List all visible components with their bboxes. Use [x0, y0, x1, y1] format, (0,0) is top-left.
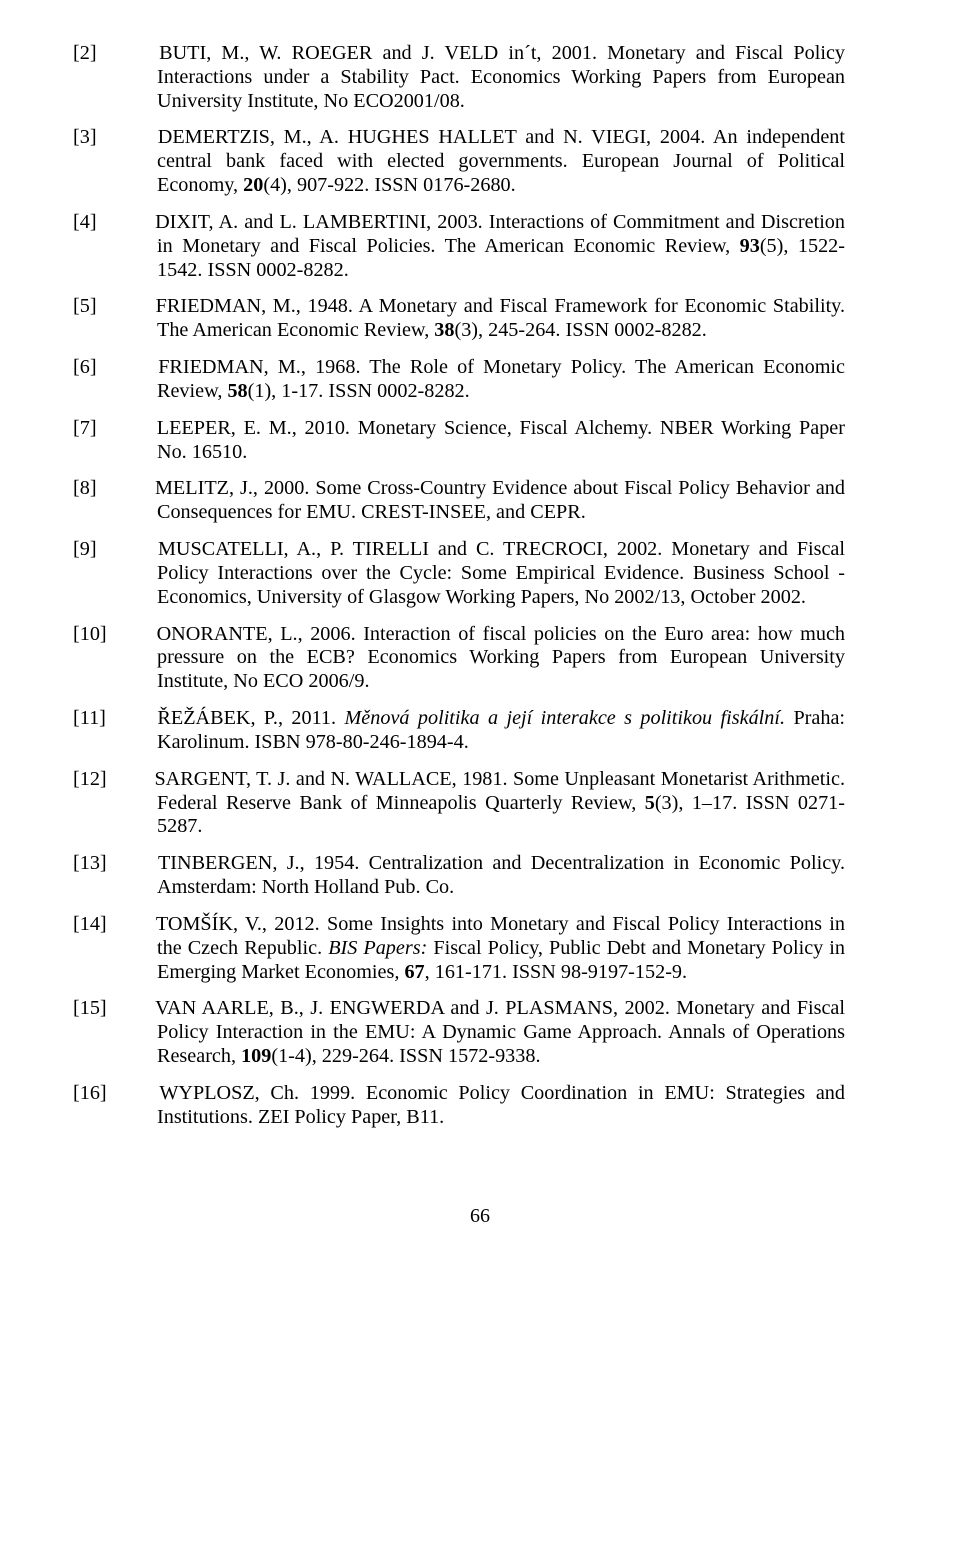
- reference-text: TINBERGEN, J., 1954. Centralization and …: [157, 852, 845, 898]
- reference-number: [5]: [115, 295, 149, 319]
- reference-text: FRIEDMAN, M., 1948. A Monetary and Fisca…: [156, 295, 845, 341]
- page: [2] BUTI, M., W. ROEGER and J. VELD in´t…: [0, 0, 960, 1543]
- reference-number: [10]: [115, 623, 149, 647]
- reference-item: [3] DEMERTZIS, M., A. HUGHES HALLET and …: [115, 126, 845, 197]
- reference-number: [3]: [115, 126, 149, 150]
- reference-item: [8] MELITZ, J., 2000. Some Cross-Country…: [115, 477, 845, 525]
- reference-number: [14]: [115, 913, 149, 937]
- reference-text: ONORANTE, L., 2006. Interaction of fisca…: [157, 623, 845, 693]
- reference-item: [16] WYPLOSZ, Ch. 1999. Economic Policy …: [115, 1082, 845, 1130]
- reference-item: [14] TOMŠÍK, V., 2012. Some Insights int…: [115, 913, 845, 984]
- reference-text: SARGENT, T. J. and N. WALLACE, 1981. Som…: [154, 768, 845, 838]
- reference-text: TOMŠÍK, V., 2012. Some Insights into Mon…: [156, 913, 845, 983]
- reference-item: [6] FRIEDMAN, M., 1968. The Role of Mone…: [115, 356, 845, 404]
- references-list: [2] BUTI, M., W. ROEGER and J. VELD in´t…: [115, 42, 845, 1129]
- reference-item: [2] BUTI, M., W. ROEGER and J. VELD in´t…: [115, 42, 845, 113]
- reference-item: [9] MUSCATELLI, A., P. TIRELLI and C. TR…: [115, 538, 845, 609]
- reference-number: [7]: [115, 417, 149, 441]
- reference-text: ŘEŽÁBEK, P., 2011. Měnová politika a jej…: [157, 707, 845, 753]
- reference-text: MUSCATELLI, A., P. TIRELLI and C. TRECRO…: [157, 538, 845, 608]
- reference-number: [13]: [115, 852, 149, 876]
- reference-item: [4] DIXIT, A. and L. LAMBERTINI, 2003. I…: [115, 211, 845, 282]
- page-number: 66: [115, 1205, 845, 1228]
- reference-number: [8]: [115, 477, 149, 501]
- reference-item: [5] FRIEDMAN, M., 1948. A Monetary and F…: [115, 295, 845, 343]
- reference-number: [2]: [115, 42, 149, 66]
- reference-item: [15] VAN AARLE, B., J. ENGWERDA and J. P…: [115, 997, 845, 1068]
- reference-number: [16]: [115, 1082, 149, 1106]
- reference-text: LEEPER, E. M., 2010. Monetary Science, F…: [157, 417, 845, 463]
- reference-item: [7] LEEPER, E. M., 2010. Monetary Scienc…: [115, 417, 845, 465]
- reference-text: MELITZ, J., 2000. Some Cross-Country Evi…: [155, 477, 845, 523]
- reference-text: BUTI, M., W. ROEGER and J. VELD in´t, 20…: [157, 42, 845, 112]
- reference-text: FRIEDMAN, M., 1968. The Role of Monetary…: [157, 356, 845, 402]
- reference-text: WYPLOSZ, Ch. 1999. Economic Policy Coord…: [157, 1082, 845, 1128]
- reference-item: [13] TINBERGEN, J., 1954. Centralization…: [115, 852, 845, 900]
- reference-number: [6]: [115, 356, 149, 380]
- reference-number: [12]: [115, 768, 149, 792]
- reference-number: [11]: [115, 707, 149, 731]
- reference-number: [15]: [115, 997, 149, 1021]
- reference-text: DIXIT, A. and L. LAMBERTINI, 2003. Inter…: [155, 211, 845, 281]
- reference-item: [11] ŘEŽÁBEK, P., 2011. Měnová politika …: [115, 707, 845, 755]
- reference-number: [9]: [115, 538, 149, 562]
- reference-number: [4]: [115, 211, 149, 235]
- reference-item: [12] SARGENT, T. J. and N. WALLACE, 1981…: [115, 768, 845, 839]
- reference-item: [10] ONORANTE, L., 2006. Interaction of …: [115, 623, 845, 694]
- reference-text: VAN AARLE, B., J. ENGWERDA and J. PLASMA…: [155, 997, 845, 1067]
- reference-text: DEMERTZIS, M., A. HUGHES HALLET and N. V…: [157, 126, 845, 196]
